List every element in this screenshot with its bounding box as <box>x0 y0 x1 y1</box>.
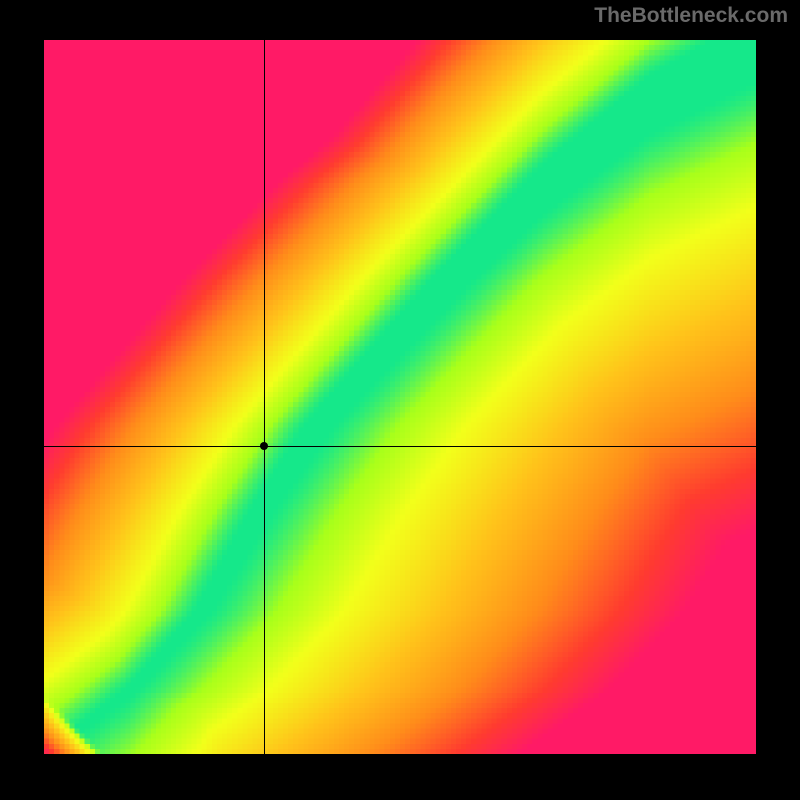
heatmap-canvas <box>44 40 756 754</box>
crosshair-vertical <box>264 40 265 754</box>
watermark-text: TheBottleneck.com <box>594 4 788 28</box>
outer-frame: TheBottleneck.com <box>0 0 800 800</box>
crosshair-marker <box>264 446 265 447</box>
crosshair-horizontal <box>44 446 756 447</box>
plot-area <box>44 40 756 754</box>
